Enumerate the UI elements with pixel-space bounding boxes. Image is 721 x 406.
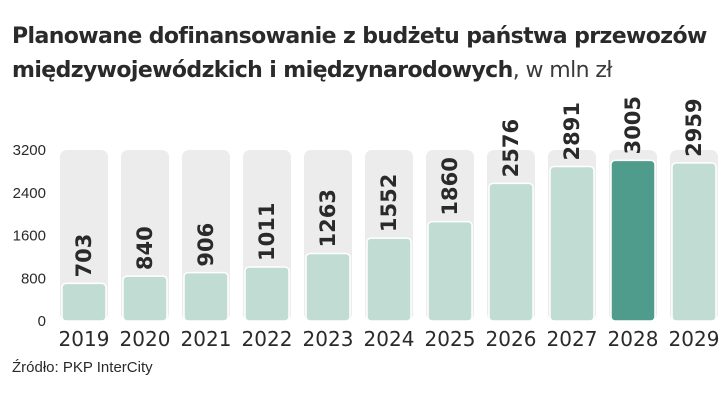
bar-band (60, 150, 108, 321)
bar (183, 271, 229, 322)
y-tick-label: 1600 (13, 228, 46, 245)
bar-value-label: 1011 (255, 203, 279, 261)
bar-value-label: 2576 (499, 119, 523, 177)
bar-value-label: 2891 (560, 102, 584, 160)
bar (244, 266, 290, 322)
bar-value-label: 3005 (621, 96, 645, 154)
bar-value-label: 1860 (438, 157, 462, 215)
x-tick-label: 2022 (242, 327, 293, 351)
bar (305, 252, 351, 322)
bar (366, 237, 412, 322)
y-tick-label: 3200 (13, 142, 46, 159)
x-tick-label: 2027 (547, 327, 598, 351)
bar-value-label: 703 (72, 234, 96, 278)
y-tick-label: 2400 (13, 185, 46, 202)
x-tick-label: 2023 (303, 327, 354, 351)
bar-value-label: 1263 (316, 189, 340, 247)
y-tick-label: 0 (38, 313, 46, 330)
x-tick-label: 2024 (364, 327, 415, 351)
bar (549, 165, 595, 322)
x-tick-label: 2021 (181, 327, 232, 351)
bar (610, 159, 656, 322)
source-note: Źródło: PKP InterCity (12, 359, 153, 376)
bar-value-label: 906 (194, 223, 218, 267)
bar (427, 220, 473, 322)
bar (488, 182, 534, 322)
bar-value-label: 840 (133, 226, 157, 270)
chart-title-main: Planowane dofinansowanie z budżetu państ… (12, 24, 707, 83)
x-tick-label: 2029 (669, 327, 720, 351)
x-tick-label: 2026 (486, 327, 537, 351)
bar (61, 282, 107, 322)
bar-value-label: 2959 (682, 98, 706, 156)
x-tick-label: 2019 (59, 327, 110, 351)
bar (122, 275, 168, 322)
chart-title: Planowane dofinansowanie z budżetu państ… (12, 20, 712, 88)
x-tick-label: 2028 (608, 327, 659, 351)
bar (671, 162, 717, 322)
bar-value-label: 1552 (377, 174, 401, 232)
x-tick-label: 2025 (425, 327, 476, 351)
chart-title-unit: , w mln zł (512, 58, 613, 83)
x-tick-label: 2020 (120, 327, 171, 351)
y-tick-label: 800 (21, 270, 46, 287)
